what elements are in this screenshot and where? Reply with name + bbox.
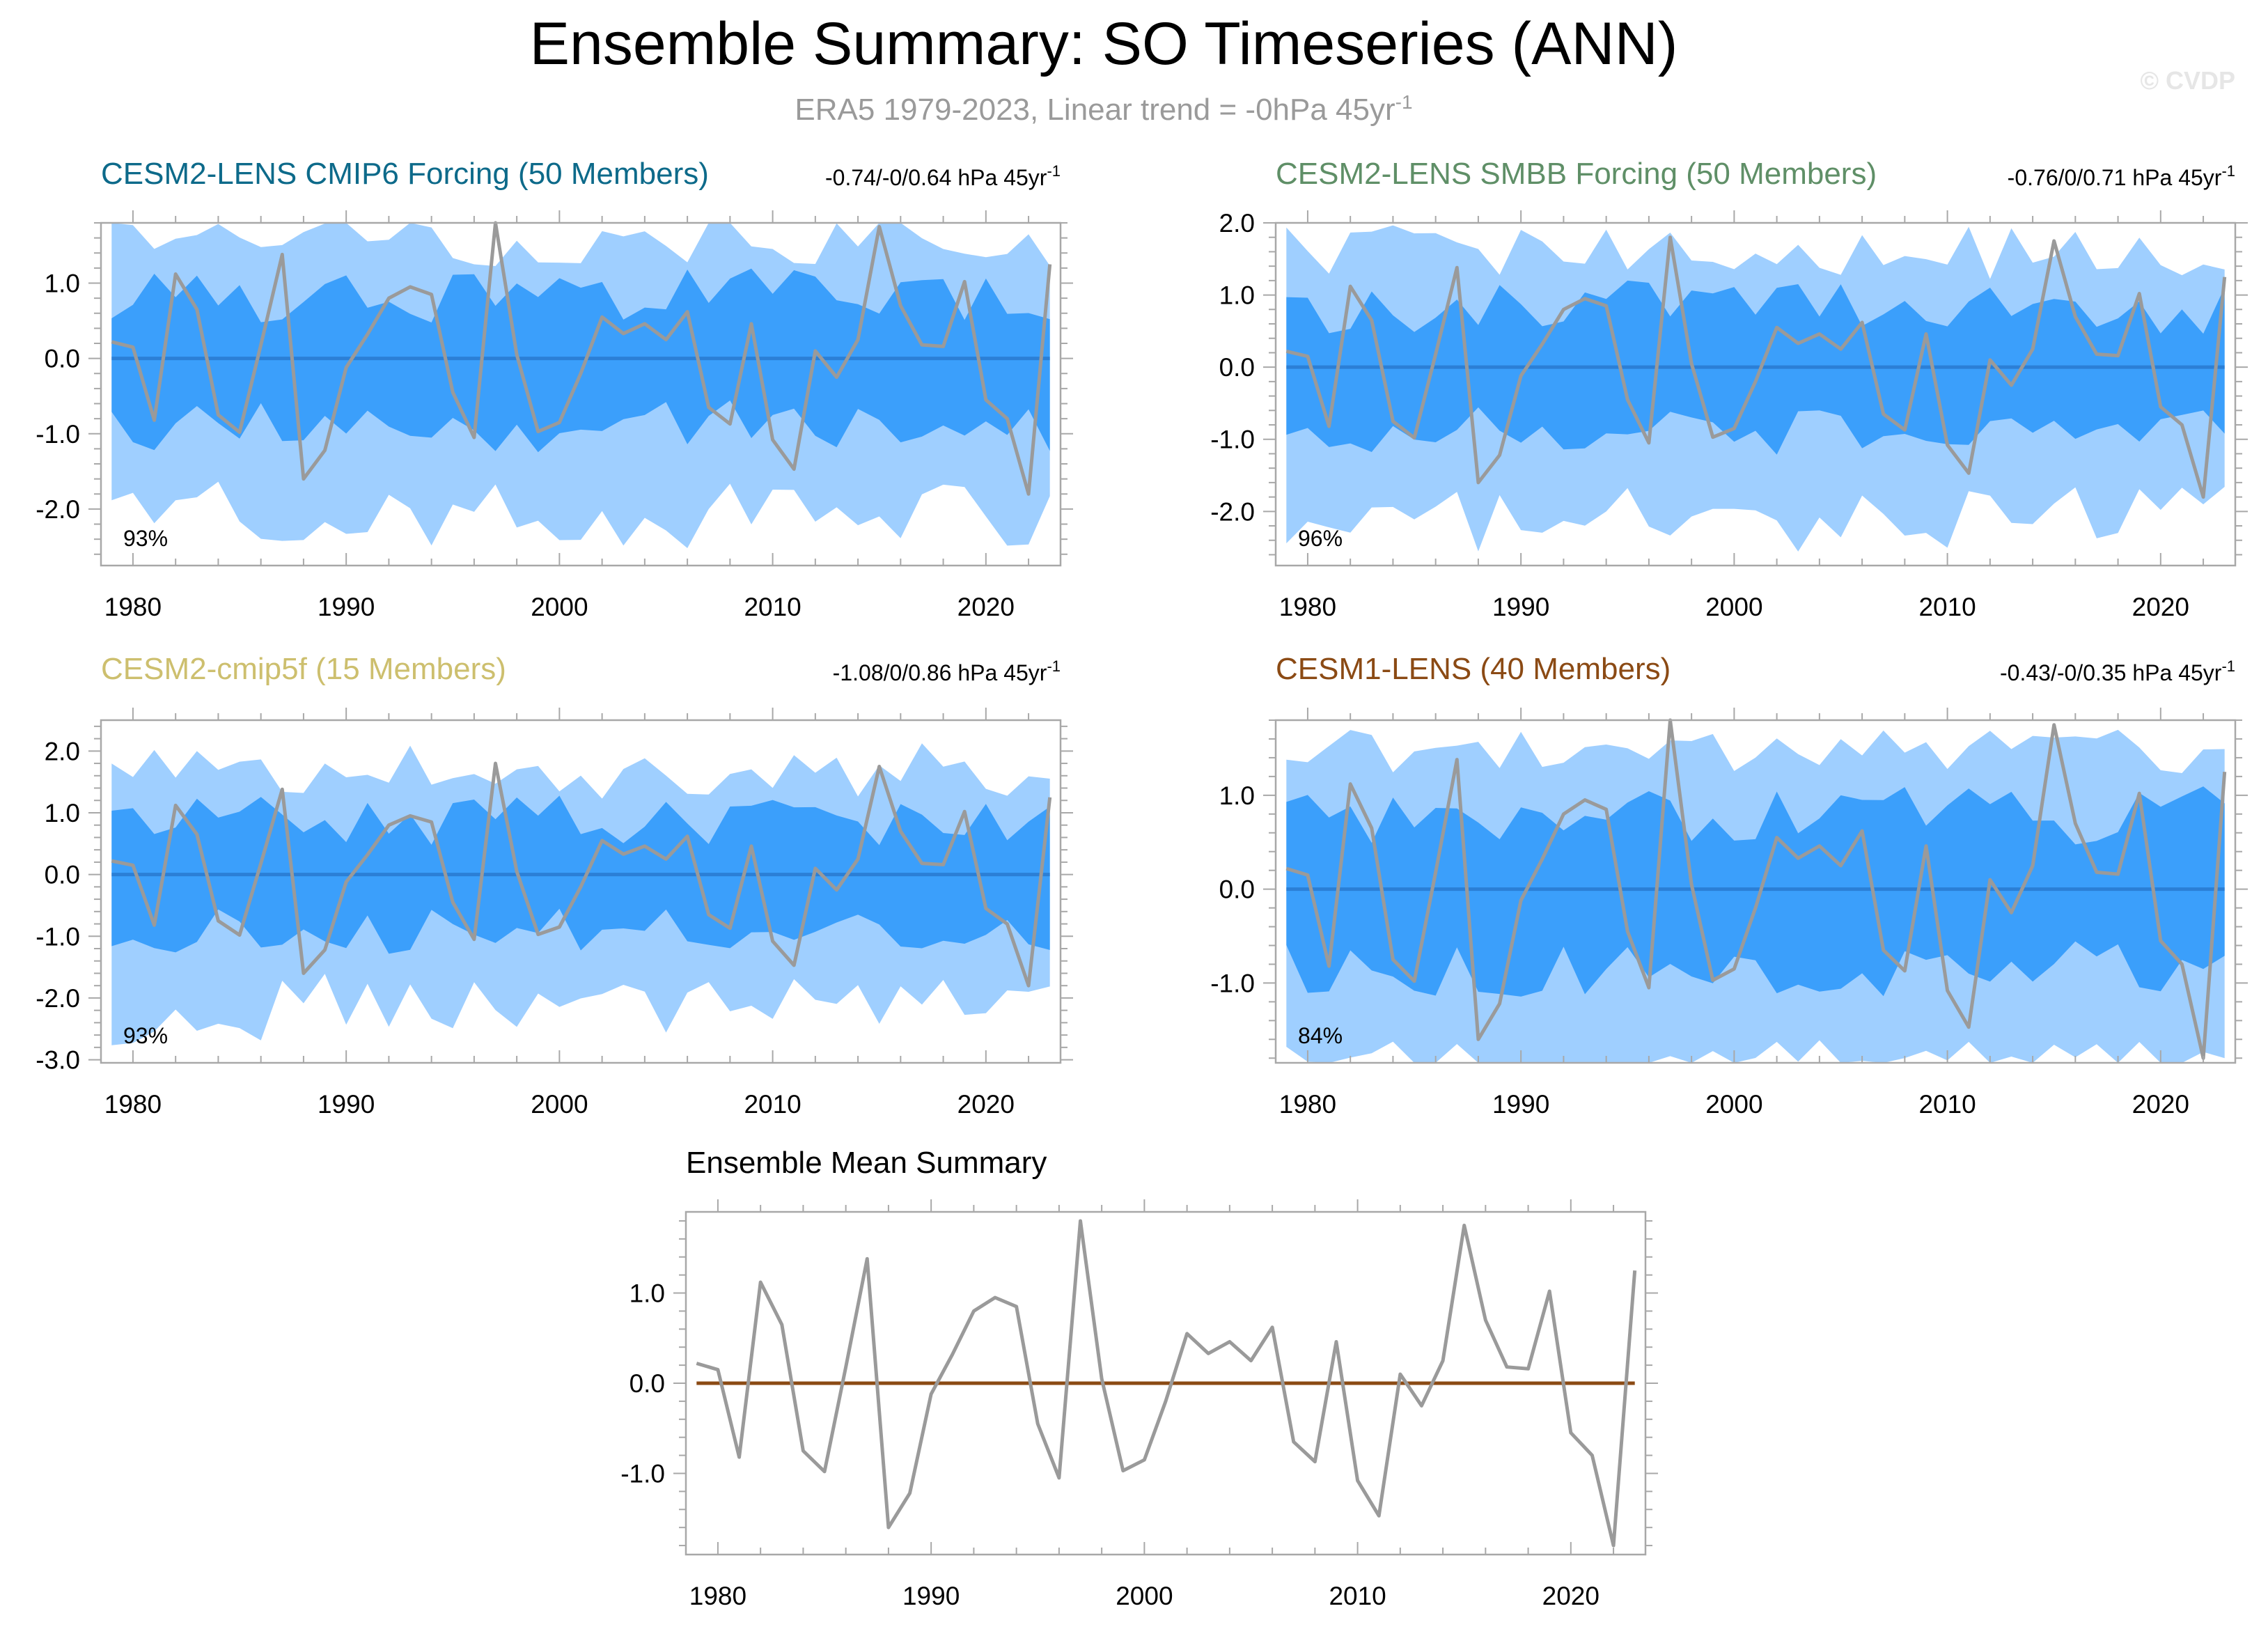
- y-tick-label: -1.0: [36, 420, 80, 449]
- x-tick-label: 2020: [957, 1090, 1015, 1119]
- y-tick-label: 0.0: [45, 345, 80, 373]
- y-tick-label: -1.0: [620, 1459, 665, 1488]
- y-tick-label: 1.0: [1219, 781, 1255, 810]
- y-tick-label: 0.0: [1219, 875, 1255, 904]
- x-tick-label: 1990: [1492, 1090, 1549, 1119]
- observation-line: [696, 1219, 1637, 1548]
- x-tick-label: 1990: [902, 1582, 960, 1610]
- observation-line: [1285, 718, 2227, 1060]
- y-tick-label: 0.0: [45, 861, 80, 889]
- trend-label-superscript: -1: [2221, 162, 2235, 180]
- panel-title: CESM1-LENS (40 Members): [1276, 652, 1671, 686]
- x-tick-label: 2010: [1918, 1090, 1976, 1119]
- trend-label-superscript: -1: [1047, 657, 1061, 675]
- x-tick-label: 1980: [689, 1582, 746, 1610]
- y-tick-label: -3.0: [36, 1046, 80, 1075]
- observation-line: [1285, 235, 2227, 499]
- panels: CESM2-LENS CMIP6 Forcing (50 Members) -0.…: [36, 157, 2248, 1610]
- panel-percent-label: 96%: [1298, 526, 1343, 551]
- trend-label-text: -0.43/-0/0.35 hPa 45yr: [2000, 660, 2222, 685]
- x-tick-label: 2000: [531, 1090, 588, 1119]
- observation-line: [111, 761, 1052, 988]
- y-tick-label: 1.0: [45, 799, 80, 827]
- plot-frame: [100, 719, 1062, 1064]
- panel-1: CESM2-LENS CMIP6 Forcing (50 Members) -0.…: [36, 157, 1073, 621]
- trend-label-text: -0.74/-0/0.64 hPa 45yr: [825, 165, 1047, 190]
- panel-5: Ensemble Mean Summary 1980 1990 2000 2010 202…: [620, 1146, 1658, 1610]
- observation-line: [111, 221, 1052, 496]
- y-tick-label: 1.0: [629, 1279, 665, 1308]
- y-tick-label: -1.0: [1210, 426, 1255, 454]
- x-tick-label: 2010: [744, 1090, 801, 1119]
- x-tick-label: 2020: [957, 593, 1015, 621]
- panel-trend-label: -0.74/-0/0.64 hPa 45yr-1: [825, 162, 1061, 190]
- x-tick-label: 2020: [2132, 1090, 2189, 1119]
- y-tick-label: -1.0: [36, 922, 80, 951]
- inner-spread-band: [1286, 786, 2225, 997]
- x-tick-label: 1980: [104, 593, 162, 621]
- x-tick-label: 2010: [1329, 1582, 1386, 1610]
- x-tick-label: 1990: [318, 1090, 375, 1119]
- figure-subtitle: ERA5 1979-2023, Linear trend = -0hPa 45y…: [795, 91, 1412, 127]
- panel-percent-label: 84%: [1298, 1023, 1343, 1048]
- panel-title: CESM2-LENS CMIP6 Forcing (50 Members): [101, 157, 709, 191]
- y-tick-label: 2.0: [45, 737, 80, 765]
- panel-4: CESM1-LENS (40 Members) -0.43/-0/0.35 hPa…: [1210, 652, 2248, 1119]
- y-tick-label: 0.0: [629, 1369, 665, 1398]
- panel-trend-label: -0.43/-0/0.35 hPa 45yr-1: [2000, 657, 2235, 685]
- panel-3: CESM2-cmip5f (15 Members) -1.08/0/0.86 hP…: [36, 652, 1073, 1119]
- panel-percent-label: 93%: [123, 526, 168, 551]
- inner-spread-band: [111, 268, 1050, 453]
- plot-frame: [1274, 719, 2237, 1064]
- plot-frame: [100, 221, 1062, 567]
- x-tick-label: 2000: [1705, 1090, 1762, 1119]
- x-tick-label: 1980: [1279, 1090, 1336, 1119]
- panel-2: CESM2-LENS SMBB Forcing (50 Members) -0.7…: [1210, 157, 2248, 621]
- y-tick-label: 0.0: [1219, 353, 1255, 382]
- trend-label-superscript: -1: [1047, 162, 1061, 180]
- x-tick-label: 2020: [2132, 593, 2189, 621]
- y-tick-label: 2.0: [1219, 209, 1255, 238]
- y-tick-label: 1.0: [45, 270, 80, 298]
- panel-trend-label: -0.76/0/0.71 hPa 45yr-1: [2008, 162, 2235, 190]
- x-tick-label: 1980: [1279, 593, 1336, 621]
- y-tick-label: 1.0: [1219, 281, 1255, 310]
- plot-frame: [1274, 221, 2237, 567]
- y-tick-label: -1.0: [1210, 969, 1255, 997]
- panel-title: CESM2-cmip5f (15 Members): [101, 652, 506, 686]
- panel-title: CESM2-LENS SMBB Forcing (50 Members): [1276, 157, 1877, 191]
- x-tick-label: 1990: [318, 593, 375, 621]
- x-tick-label: 2000: [531, 593, 588, 621]
- y-tick-label: -2.0: [36, 984, 80, 1013]
- trend-label-text: -0.76/0/0.71 hPa 45yr: [2008, 165, 2222, 190]
- x-tick-label: 1990: [1492, 593, 1549, 621]
- x-tick-label: 2000: [1705, 593, 1762, 621]
- x-tick-label: 2000: [1116, 1582, 1173, 1610]
- y-tick-label: -2.0: [36, 495, 80, 524]
- subtitle-text: ERA5 1979-2023, Linear trend = -0hPa 45y…: [795, 93, 1395, 127]
- figure-title: Ensemble Summary: SO Timeseries (ANN): [530, 10, 1678, 77]
- panel-title: Ensemble Mean Summary: [686, 1146, 1047, 1180]
- panel-trend-label: -1.08/0/0.86 hPa 45yr-1: [833, 657, 1061, 685]
- subtitle-superscript: -1: [1395, 91, 1413, 113]
- y-tick-label: -2.0: [1210, 497, 1255, 526]
- trend-label-text: -1.08/0/0.86 hPa 45yr: [833, 660, 1047, 685]
- x-tick-label: 2020: [1542, 1582, 1600, 1610]
- x-tick-label: 2010: [744, 593, 801, 621]
- x-tick-label: 2010: [1918, 593, 1976, 621]
- x-tick-label: 1980: [104, 1090, 162, 1119]
- panel-percent-label: 93%: [123, 1023, 168, 1048]
- cvdp-watermark: © CVDP: [2140, 66, 2235, 95]
- trend-label-superscript: -1: [2221, 657, 2235, 675]
